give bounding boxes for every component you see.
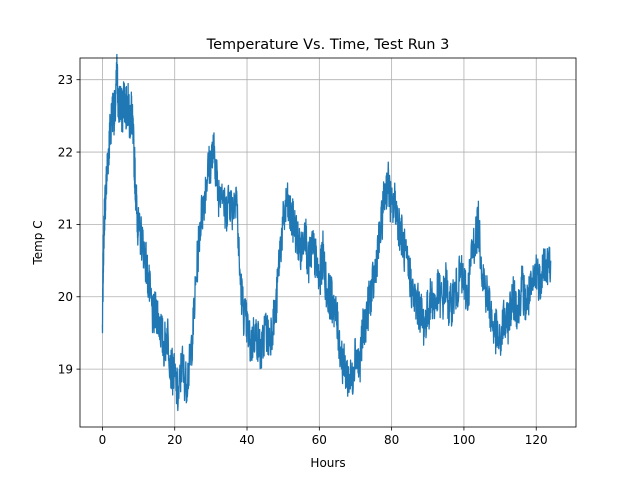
- chart-title: Temperature Vs. Time, Test Run 3: [206, 37, 450, 53]
- temperature-series-line: [101, 53, 552, 412]
- y-tick-label: 20: [58, 290, 73, 304]
- x-tick-label: 20: [167, 433, 182, 447]
- series-layer: [101, 53, 552, 412]
- x-axis-label: Hours: [310, 456, 345, 470]
- x-tick-label: 80: [384, 433, 399, 447]
- x-tick-label: 60: [312, 433, 327, 447]
- y-axis-label: Temp C: [31, 220, 45, 265]
- x-tick-label: 40: [239, 433, 254, 447]
- x-tick-label: 120: [525, 433, 548, 447]
- x-tick-label: 100: [452, 433, 475, 447]
- x-tick-label: 0: [99, 433, 107, 447]
- y-tick-label: 22: [58, 145, 73, 159]
- plot-frame: [79, 57, 577, 428]
- y-tick-label: 19: [58, 362, 73, 376]
- y-tick-label: 23: [58, 73, 73, 87]
- y-tick-label: 21: [58, 218, 73, 232]
- ticks: 0 20 40 60 80 100 120 19 20 21 22 23: [58, 73, 548, 447]
